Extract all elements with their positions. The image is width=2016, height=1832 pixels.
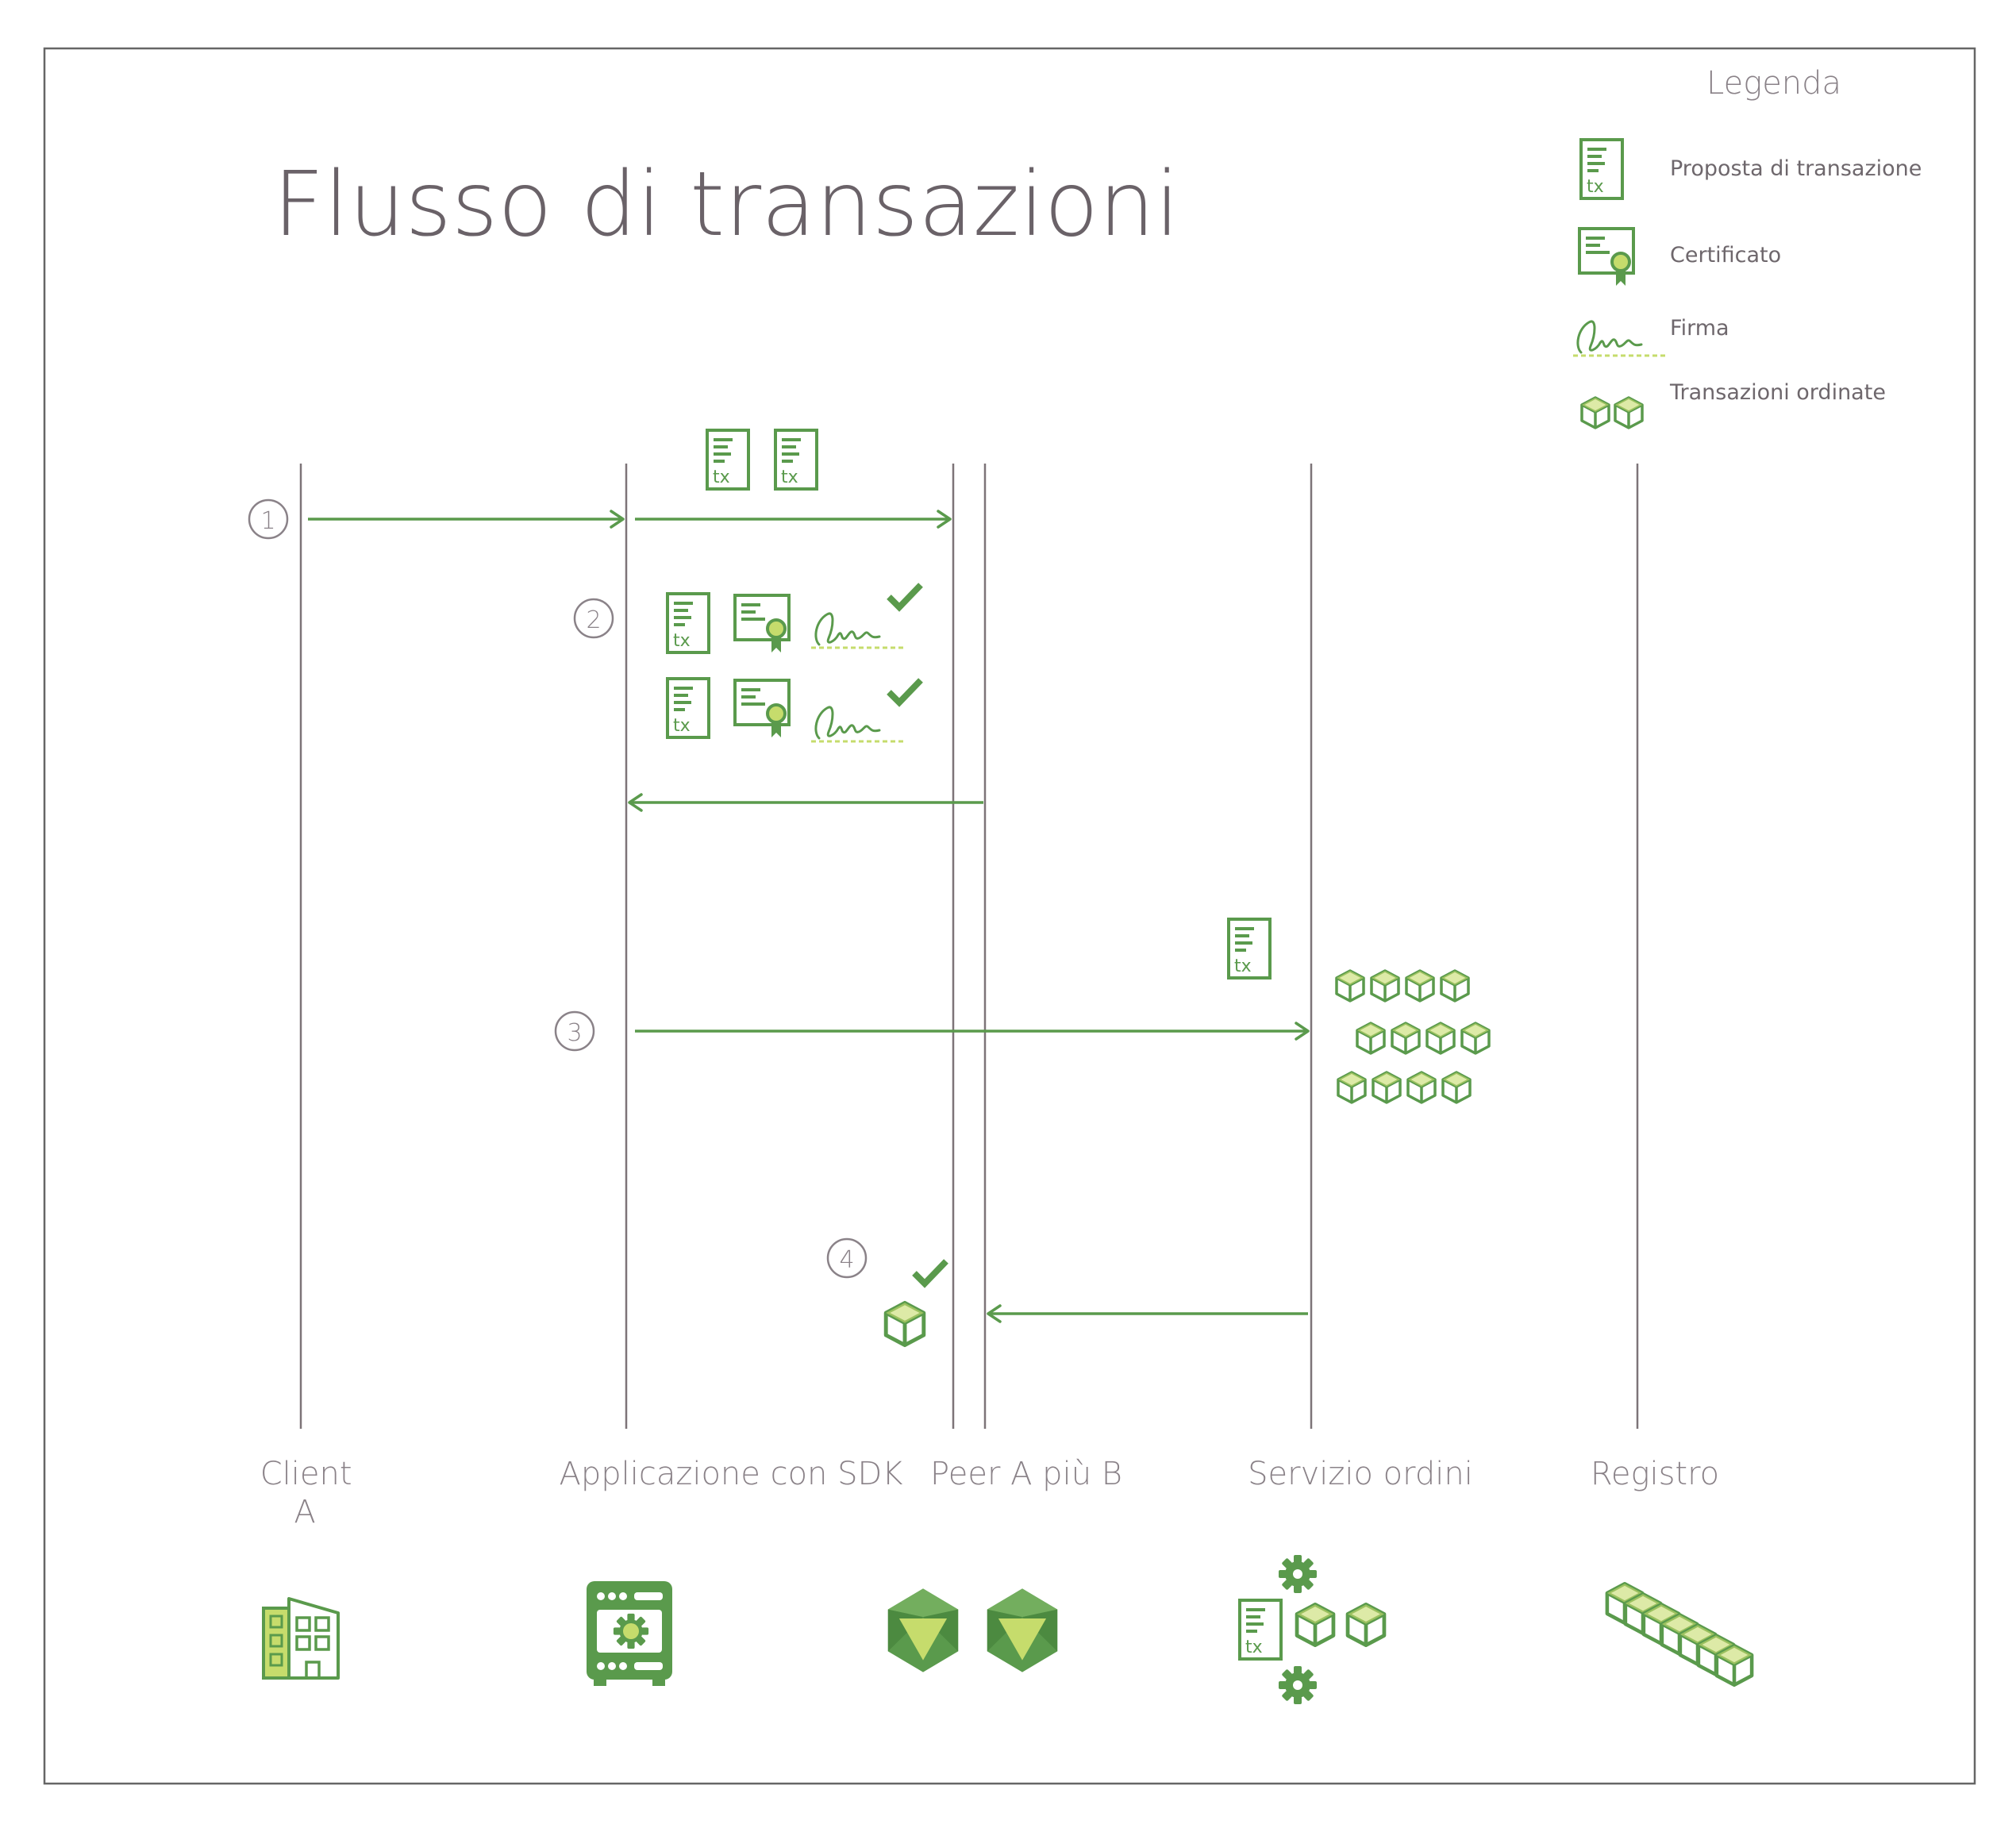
tx-document-icon — [666, 592, 710, 654]
legend-item-ordered-transactions: Transazioni ordinate — [1580, 380, 1886, 429]
sdk-server-icon — [587, 1581, 672, 1686]
lane-label-client: Client A — [260, 1456, 363, 1530]
step-number: 4 — [839, 1246, 854, 1274]
legend-item-signature: Firma — [1572, 316, 1729, 357]
certificate-icon — [733, 679, 791, 739]
step-1: 1 — [248, 429, 952, 540]
lane-label-orderer: Servizio ordini — [1248, 1456, 1473, 1492]
lane-label-peers: Peer A più B — [930, 1456, 1122, 1492]
step-3: 3 — [554, 918, 1491, 1104]
legend-item-certificate: Certificato — [1578, 227, 1781, 287]
lane-label-ledger: Registro — [1591, 1456, 1719, 1492]
cube-icon — [1337, 1071, 1367, 1104]
gear-icon — [1279, 1555, 1317, 1593]
step-number: 3 — [567, 1019, 582, 1047]
legend-label: Proposta di transazione — [1670, 156, 1922, 181]
cube-icon — [1580, 396, 1610, 429]
ordered-blocks-cluster — [1335, 969, 1491, 1104]
step-marker — [554, 1010, 595, 1052]
cube-icon — [886, 1303, 924, 1345]
certificate-icon — [733, 594, 791, 654]
cube-icon — [1335, 969, 1365, 1003]
cube-icon — [1391, 1022, 1421, 1055]
cube-icon — [1356, 1022, 1386, 1055]
check-icon — [889, 585, 921, 607]
peer-node-icon — [987, 1588, 1058, 1672]
cube-icon — [1425, 1022, 1456, 1055]
legend: Legenda Proposta di transazione Certific… — [1572, 65, 1922, 429]
office-building-icon — [262, 1597, 340, 1680]
step-marker — [573, 598, 614, 639]
page-title: Flusso di transazioni — [273, 153, 1179, 256]
peer-node-icon — [887, 1588, 959, 1672]
certificate-icon — [1578, 227, 1635, 287]
gear-icon — [1279, 1666, 1317, 1704]
step-2: 2 — [573, 585, 983, 812]
cube-icon — [1440, 969, 1470, 1003]
signature-icon — [810, 612, 905, 649]
step-number: 2 — [586, 606, 601, 634]
legend-label: Transazioni ordinate — [1669, 380, 1886, 405]
cube-icon — [1370, 969, 1400, 1003]
step-marker — [248, 498, 289, 540]
legend-heading: Legenda — [1706, 65, 1841, 102]
cube-icon — [1348, 1604, 1384, 1645]
check-icon — [889, 680, 921, 702]
tx-document-icon — [1227, 918, 1272, 980]
legend-item-tx: Proposta di transazione — [1579, 138, 1922, 200]
cube-icon — [1614, 396, 1644, 429]
ledger-chain-icon — [1607, 1584, 1752, 1684]
tx-document-icon — [706, 429, 750, 491]
step-marker — [826, 1237, 868, 1279]
tx-document-icon — [774, 429, 818, 491]
tx-document-icon — [666, 677, 710, 739]
tx-document-icon — [1238, 1599, 1283, 1661]
legend-label: Firma — [1670, 316, 1729, 341]
cube-icon — [1406, 1071, 1437, 1104]
legend-label: Certificato — [1670, 243, 1781, 267]
cube-icon — [1441, 1071, 1472, 1104]
check-icon — [914, 1261, 946, 1284]
cube-icon — [1297, 1604, 1333, 1645]
cube-icon — [1372, 1071, 1402, 1104]
cube-icon — [1460, 1022, 1491, 1055]
tx-document-icon — [1579, 138, 1624, 200]
ordering-service-icon — [1238, 1555, 1384, 1704]
cube-icon — [1405, 969, 1435, 1003]
step-number: 1 — [260, 507, 275, 535]
signature-icon — [810, 706, 905, 743]
diagram-frame — [43, 47, 1976, 1785]
signature-icon — [1572, 320, 1667, 357]
step-4: 4 — [826, 1237, 1308, 1345]
lane-label-sdk: Applicazione con SDK — [559, 1456, 902, 1492]
